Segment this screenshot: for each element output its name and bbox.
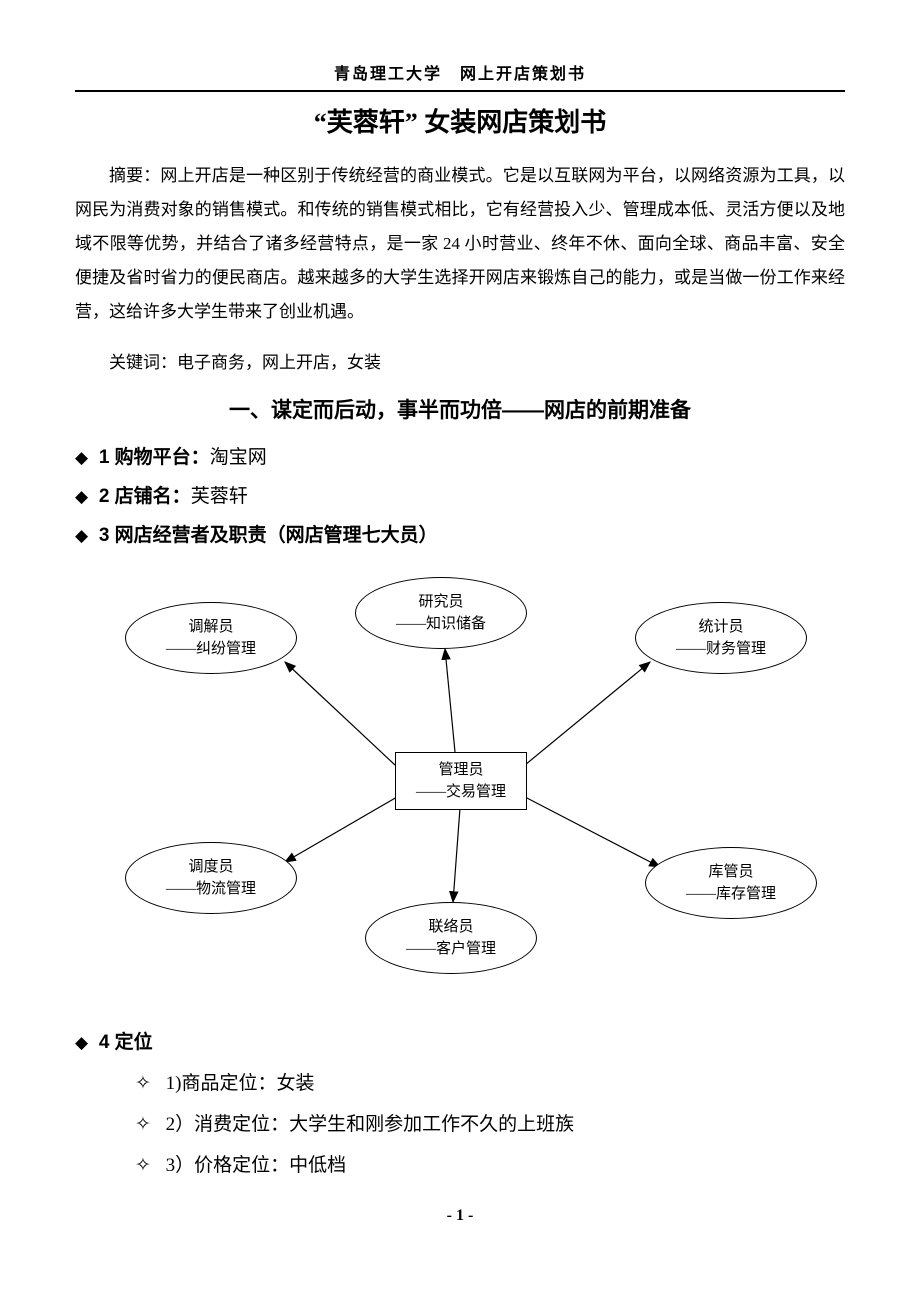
diamond-outline-icon: ✧ <box>135 1073 151 1094</box>
item-1-text: 淘宝网 <box>210 447 267 468</box>
diamond-outline-icon: ✧ <box>135 1114 151 1135</box>
diamond-icon: ◆ <box>75 1033 88 1052</box>
diamond-icon: ◆ <box>75 526 88 545</box>
abstract-body: 网上开店是一种区别于传统经营的商业模式。它是以互联网为平台，以网络资源为工具，以… <box>75 166 845 321</box>
role-node-2: 调解员——纠纷管理 <box>125 602 297 674</box>
section-1-heading: 一、谋定而后动，事半而功倍——网店的前期准备 <box>75 394 845 424</box>
diamond-icon: ◆ <box>75 487 88 506</box>
item-2-text: 芙蓉轩 <box>191 486 248 507</box>
sub-item-2-text: 2）消费定位：大学生和刚参加工作不久的上班族 <box>166 1114 575 1135</box>
sub-item-2: ✧ 2）消费定位：大学生和刚参加工作不久的上班族 <box>135 1109 845 1136</box>
item-1: ◆ 1 购物平台：淘宝网 <box>75 442 845 469</box>
role-node-1: 统计员——财务管理 <box>635 602 807 674</box>
sub-item-1-text: 1)商品定位：女装 <box>166 1073 315 1094</box>
role-node-5: 联络员——客户管理 <box>365 902 537 974</box>
role-node-4: 库管员——库存管理 <box>645 847 817 919</box>
item-2-label: 2 店铺名： <box>99 486 191 507</box>
item-4: ◆ 4 定位 <box>75 1027 845 1054</box>
center-node: 管理员——交易管理 <box>395 752 527 810</box>
abstract-paragraph: 摘要：网上开店是一种区别于传统经营的商业模式。它是以互联网为平台，以网络资源为工… <box>75 159 845 329</box>
page-header: 青岛理工大学 网上开店策划书 <box>75 60 845 92</box>
keywords-body: 电子商务，网上开店，女装 <box>177 353 381 372</box>
sub-item-3-text: 3）价格定位：中低档 <box>166 1155 347 1176</box>
keywords-paragraph: 关键词：电子商务，网上开店，女装 <box>75 346 845 380</box>
sub-item-1: ✧ 1)商品定位：女装 <box>135 1068 845 1095</box>
diamond-outline-icon: ✧ <box>135 1155 151 1176</box>
item-3-label: 3 网店经营者及职责（网店管理七大员） <box>99 525 438 546</box>
sub-item-3: ✧ 3）价格定位：中低档 <box>135 1150 845 1177</box>
abstract-label: 摘要： <box>109 166 160 185</box>
role-node-0: 研究员——知识储备 <box>355 577 527 649</box>
item-1-label: 1 购物平台： <box>99 447 210 468</box>
document-title: “芙蓉轩” 女装网店策划书 <box>75 102 845 139</box>
item-3: ◆ 3 网店经营者及职责（网店管理七大员） <box>75 520 845 547</box>
item-4-label: 4 定位 <box>99 1032 153 1053</box>
keywords-label: 关键词： <box>109 353 177 372</box>
page-number: - 1 - <box>75 1207 845 1225</box>
item-2: ◆ 2 店铺名：芙蓉轩 <box>75 481 845 508</box>
diamond-icon: ◆ <box>75 448 88 467</box>
org-diagram: 管理员——交易管理 研究员——知识储备 统计员——财务管理 调解员——纠纷管理调度员—… <box>75 567 845 997</box>
role-node-3: 调度员——物流管理 <box>125 842 297 914</box>
